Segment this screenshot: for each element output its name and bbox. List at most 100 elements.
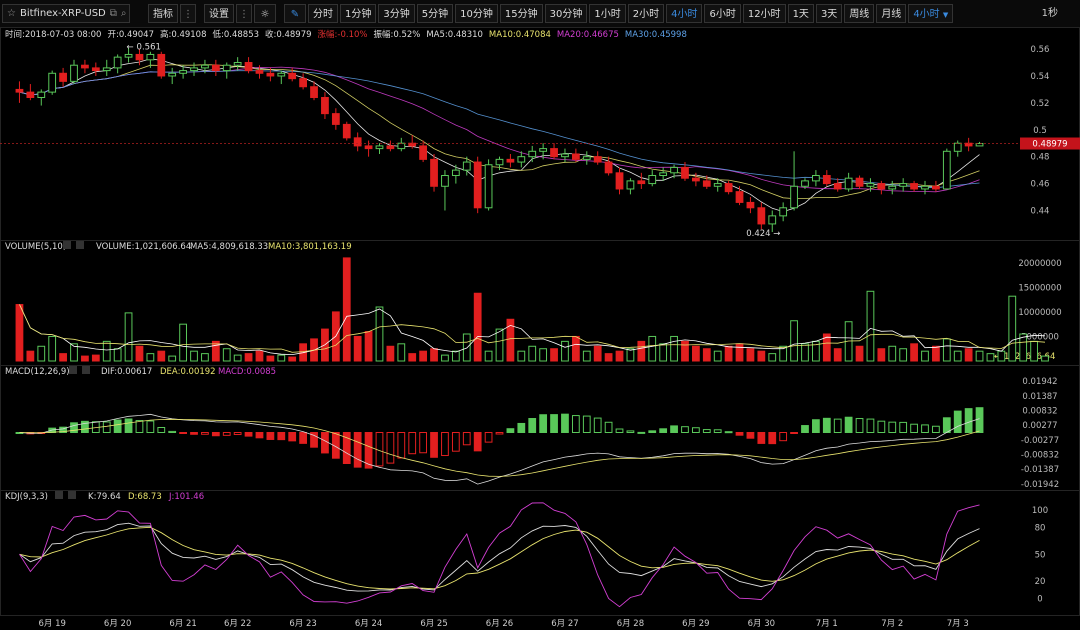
candle-body <box>801 180 809 187</box>
volume-bar <box>473 292 482 362</box>
volume-bar <box>735 343 744 362</box>
macd-bar <box>604 421 613 433</box>
volume-ma10: MA10:3,801,163.19 <box>268 242 352 252</box>
macd-bar <box>179 432 187 434</box>
kdj-tick-label: 50 <box>1035 550 1046 560</box>
price-markers: 0.48979 ← 0.561 0.424 → <box>0 43 1080 239</box>
indicators-button[interactable]: 指标 <box>148 4 178 23</box>
interval-tab-15[interactable]: 月线 <box>876 4 907 23</box>
candle-body <box>331 113 340 125</box>
sun-icon[interactable]: ☼ <box>254 4 276 23</box>
macd-bar <box>964 408 973 434</box>
macd-bar <box>441 432 449 457</box>
interval-tab-10[interactable]: 6小时 <box>704 4 741 23</box>
macd-bar <box>364 432 373 469</box>
kdj-tick-label: 0 <box>1037 595 1042 605</box>
volume-bar <box>997 350 1006 362</box>
macd-bar <box>277 432 286 441</box>
volume-bar <box>451 350 460 362</box>
candle-body <box>593 156 602 163</box>
candle-body <box>102 67 111 72</box>
macd-bar <box>331 432 340 459</box>
chart-canvas[interactable]: 时间:2018-07-03 08:00 开:0.49047 高:0.49108 低:0… <box>0 27 1080 630</box>
volume-bar <box>637 340 646 362</box>
macd-header: MACD(12,26,9) DIF:0.00617 DEA:0.00192 MACD:… <box>5 366 276 377</box>
candle-body <box>910 183 918 190</box>
interval-tab-6[interactable]: 30分钟 <box>544 4 588 23</box>
macd-bar <box>790 432 798 434</box>
volume-bar <box>190 350 198 362</box>
macd-bar <box>375 432 384 467</box>
candle-body <box>561 153 569 158</box>
interval-tab-7[interactable]: 1小时 <box>589 4 626 23</box>
candle-body <box>70 64 78 82</box>
price-axis: 0.56 0.54 0.52 0.5 0.48 0.46 0.44 <box>1031 45 1050 216</box>
volume-settings-icon <box>63 241 71 249</box>
interval-tab-12[interactable]: 1天 <box>787 4 814 23</box>
interval-tab-0[interactable]: 分时 <box>308 4 338 23</box>
candle-body <box>582 156 591 160</box>
candle-body <box>975 142 984 147</box>
candle-body <box>506 158 515 163</box>
macd-bar <box>135 420 144 433</box>
volume-bar <box>15 304 24 362</box>
macd-bar <box>757 432 766 444</box>
candle-body <box>222 64 231 72</box>
interval-tab-14[interactable]: 周线 <box>844 4 875 23</box>
interval-tab-4[interactable]: 10分钟 <box>455 4 498 23</box>
macd-dif: DIF:0.00617 <box>101 367 152 377</box>
expand-icon[interactable]: ⧉ <box>109 8 117 19</box>
symbol-selector[interactable]: ☆ Bitfinex-XRP-USD ⧉ ⌕ <box>2 4 130 23</box>
interval-tab-11[interactable]: 12小时 <box>742 4 786 23</box>
macd-axis: 0.01942 0.01387 0.00832 0.00277 -0.00277 -0.0… <box>1021 377 1059 490</box>
macd-bar <box>953 410 962 433</box>
ma5-line <box>19 58 980 213</box>
date-tick-label: 6月 30 <box>748 619 775 629</box>
macd-bar <box>735 432 744 436</box>
interval-tab-13[interactable]: 3天 <box>815 4 843 23</box>
macd-bar <box>615 428 624 434</box>
candle-body <box>386 145 395 150</box>
candle-body <box>462 161 471 171</box>
interval-tab-9[interactable]: 4小时 <box>666 4 703 23</box>
volume-bar <box>582 350 591 362</box>
macd-bar <box>942 417 951 434</box>
macd-bar <box>801 425 809 434</box>
star-icon[interactable]: ☆ <box>7 8 16 19</box>
macd-bar <box>201 432 209 435</box>
candle-body <box>713 183 722 187</box>
interval-tab-3[interactable]: 5分钟 <box>416 4 454 23</box>
kdj-close-icon <box>68 491 76 499</box>
refresh-rate[interactable]: 1秒 <box>1041 8 1058 19</box>
candle-body <box>266 72 275 77</box>
interval-dropdown[interactable]: 4小时 ▼ <box>908 4 954 23</box>
candle-body <box>670 166 678 174</box>
volume-bar <box>211 340 220 362</box>
candle-body <box>342 123 351 139</box>
interval-tab-1[interactable]: 1分钟 <box>340 4 377 23</box>
macd-bar <box>899 421 908 433</box>
interval-tab-2[interactable]: 3分钟 <box>378 4 415 23</box>
settings-more-icon[interactable]: ⋮ <box>236 4 252 23</box>
volume-bar <box>375 306 384 362</box>
candle-body <box>255 70 264 74</box>
macd-bar <box>321 432 329 454</box>
interval-tab-5[interactable]: 15分钟 <box>499 4 543 23</box>
search-icon[interactable]: ⌕ <box>120 8 127 19</box>
settings-button[interactable]: 设置 <box>204 4 234 23</box>
macd-bar <box>681 426 689 434</box>
info-low: 低:0.48853 <box>213 29 260 40</box>
kdj-d: D:68.73 <box>128 492 162 502</box>
macd-bar <box>877 420 886 434</box>
indicators-more-icon[interactable]: ⋮ <box>180 4 196 23</box>
macd-dea: DEA:0.00192 <box>160 367 216 377</box>
price-tick-label: 0.5 <box>1033 126 1047 136</box>
draw-pen-icon[interactable]: ✎ <box>284 4 306 23</box>
volume-bar <box>233 354 242 362</box>
volume-bar <box>833 348 842 362</box>
macd-bar <box>812 419 820 433</box>
volume-bar <box>506 318 515 362</box>
macd-bar <box>462 432 471 446</box>
macd-bar <box>844 416 853 434</box>
interval-tab-8[interactable]: 2小时 <box>627 4 665 23</box>
